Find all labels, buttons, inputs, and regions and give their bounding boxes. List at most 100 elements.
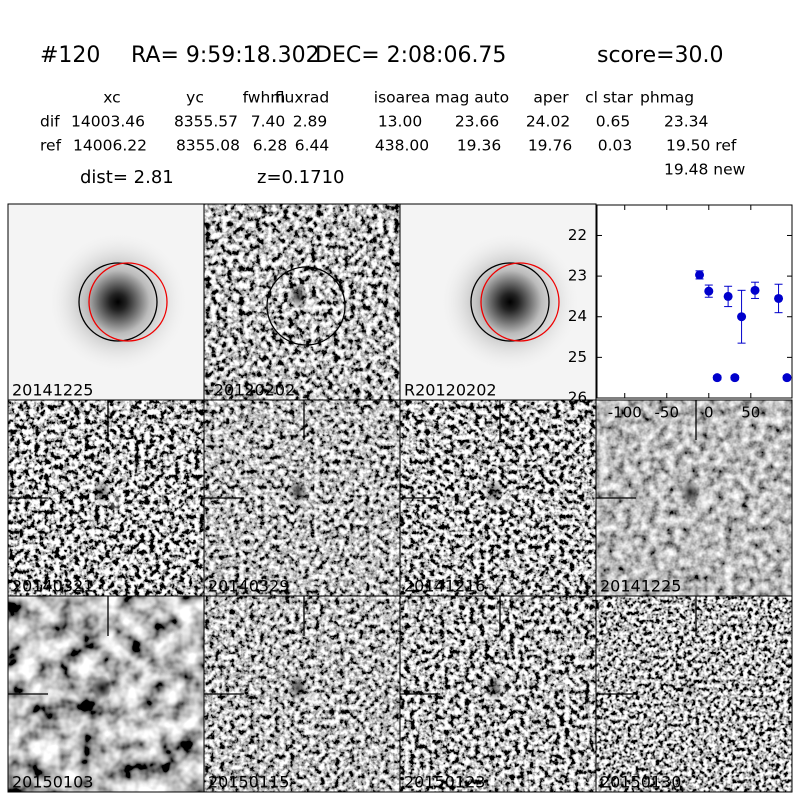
y-tick-label: 22 (568, 226, 587, 244)
dipole-positive (696, 686, 712, 710)
panel-label: -20120202 (208, 381, 295, 400)
data-point (750, 285, 760, 295)
ra: RA= 9:59:18.302 (131, 43, 320, 68)
panel-label: 20150130 (600, 773, 681, 792)
aperture (88, 262, 168, 342)
table-cell: 19.76 (528, 137, 572, 155)
dipole-negative (484, 479, 504, 505)
x-tick-label: 0 (704, 404, 714, 422)
image-panel (8, 204, 204, 400)
x-tick-label: 50 (741, 404, 760, 422)
table-cell: 7.40 (251, 113, 286, 131)
data-point (712, 373, 722, 383)
dipole-negative (92, 479, 112, 505)
dipole-negative (288, 283, 308, 309)
table-cell: 8355.08 (176, 137, 240, 155)
table-cell: 24.02 (526, 113, 570, 131)
data-point (695, 270, 705, 280)
table-cell: 14006.22 (73, 137, 147, 155)
data-point (737, 312, 747, 322)
image-panel (596, 596, 792, 792)
x-tick-label: -50 (655, 404, 680, 422)
data-point (774, 293, 784, 303)
dipole-positive (696, 490, 712, 514)
table-cell: 0.03 (598, 137, 633, 155)
dipole-negative (92, 675, 112, 701)
y-tick-label: 23 (568, 267, 587, 285)
plot-area (596, 204, 793, 399)
column-header: isoarea (374, 89, 430, 107)
aperture (78, 262, 158, 342)
panel-label: 20150103 (12, 773, 93, 792)
dipole-positive (108, 686, 124, 710)
image-panel (400, 400, 596, 596)
redshift: z=0.1710 (257, 167, 345, 188)
table-cell: 8355.57 (174, 113, 238, 131)
data-point (723, 291, 733, 301)
data-point (782, 373, 792, 383)
panel-label: 20141216 (404, 577, 485, 596)
dipole-negative (680, 479, 700, 505)
column-header: fwhm (243, 89, 286, 107)
table-cell: 0.65 (596, 113, 631, 131)
aperture (470, 262, 550, 342)
dipole-positive (500, 490, 516, 514)
panel-label: R20120202 (404, 381, 497, 400)
table-cell: 19.50 ref (666, 137, 737, 155)
image-panel (400, 596, 596, 792)
table-cell: 438.00 (375, 137, 429, 155)
y-tick-label: 26 (568, 389, 587, 407)
column-header: xc (103, 89, 120, 107)
image-panel (204, 596, 400, 792)
dipole-positive (304, 294, 320, 318)
panel-label: 20140321 (12, 577, 93, 596)
score: score=30.0 (597, 43, 724, 68)
extra-phmag: 19.48 new (664, 161, 746, 179)
data-point (704, 286, 714, 296)
panel-label: 20141225 (600, 577, 681, 596)
image-panel (8, 400, 204, 596)
dipole-positive (108, 490, 124, 514)
table-cell: 2.89 (293, 113, 328, 131)
panel-label: 20150123 (404, 773, 485, 792)
table-cell: 6.28 (253, 137, 288, 155)
image-panel (204, 400, 400, 596)
dipole-negative (288, 675, 308, 701)
y-tick-label: 25 (568, 348, 587, 366)
table-cell: 19.36 (457, 137, 501, 155)
row-label: dif (40, 113, 60, 131)
table-cell: 23.66 (455, 113, 499, 131)
data-point (730, 373, 740, 383)
column-header: cl star (585, 89, 633, 107)
column-header: aper (533, 89, 569, 107)
dec: DEC= 2:08:06.75 (315, 43, 506, 68)
galaxy (440, 232, 580, 372)
aperture (266, 266, 346, 346)
panel-frame (595, 595, 793, 793)
panel-label: 20140329 (208, 577, 289, 596)
table-cell: 6.44 (295, 137, 330, 155)
dipole-positive (304, 490, 320, 514)
image-panel (400, 204, 596, 400)
image-panel (596, 400, 792, 596)
table-cell: 23.34 (664, 113, 708, 131)
y-tick-label: 24 (568, 307, 587, 325)
galaxy (48, 232, 188, 372)
dipole-negative (484, 675, 504, 701)
x-tick-label: -100 (608, 404, 642, 422)
dist: dist= 2.81 (80, 167, 174, 188)
column-header: phmag (640, 89, 694, 107)
image-panel (8, 596, 204, 792)
column-header: fluxrad (275, 89, 329, 107)
table-cell: 13.00 (378, 113, 422, 131)
dipole-negative (288, 479, 308, 505)
table-cell: 14003.46 (71, 113, 145, 131)
column-header: mag auto (435, 89, 509, 107)
aperture (480, 262, 560, 342)
row-label: ref (40, 137, 62, 155)
column-header: yc (186, 89, 204, 107)
dipole-positive (304, 686, 320, 710)
dipole-negative (680, 675, 700, 701)
